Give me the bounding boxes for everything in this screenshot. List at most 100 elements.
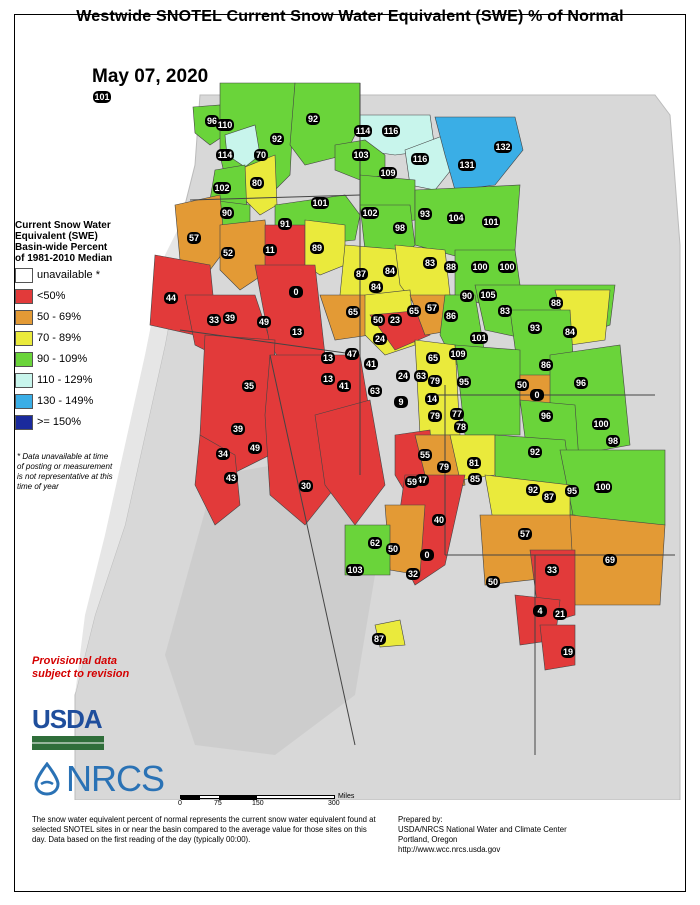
basin-value-badge	[428, 375, 442, 387]
basin-value-badge	[423, 257, 437, 269]
basin-value-badge	[354, 125, 372, 137]
basin-value-badge	[250, 177, 264, 189]
legend-label: unavailable *	[37, 269, 100, 281]
basin-value-label: 41	[337, 380, 351, 392]
state-borders	[179, 83, 675, 755]
basin-value-text: 88	[446, 262, 456, 272]
basin-value-text: 41	[339, 381, 349, 391]
legend-item-150-plus: >= 150%	[15, 412, 135, 432]
basin-value-text: 55	[420, 450, 430, 460]
basin-nm-south	[539, 624, 576, 671]
scale-segment	[219, 796, 257, 800]
basin-value-label: 24	[396, 370, 410, 382]
basin-value-text: 65	[409, 306, 419, 316]
basin-value-label: 92	[528, 446, 542, 458]
basin-value-label: 47	[345, 348, 359, 360]
basin-value-label: 101	[482, 216, 500, 228]
basin-value-label: 96	[539, 410, 553, 422]
legend-swatch	[15, 330, 33, 346]
basin-value-label: 30	[299, 480, 313, 492]
usda-logo-text: USDA	[32, 704, 103, 734]
basin-value-label: 13	[321, 352, 335, 364]
basin-value-text: 100	[472, 262, 487, 272]
basin-value-badge	[494, 141, 512, 153]
basin-value-label: 88	[444, 261, 458, 273]
basin-value-badge	[289, 286, 303, 298]
basin-co-arkansas	[569, 514, 666, 606]
legend-label: 70 - 89%	[37, 332, 82, 344]
basin-value-text: 84	[385, 266, 395, 276]
basin-value-text: 44	[166, 293, 176, 303]
basin-value-badge	[458, 159, 476, 171]
basin-value-text: 13	[292, 327, 302, 337]
basin-value-label: 131	[458, 159, 476, 171]
basin-value-label: 0	[530, 389, 544, 401]
basin-value-label: 80	[250, 177, 264, 189]
basin-value-badge	[486, 576, 500, 588]
basin-value-text: 104	[448, 213, 463, 223]
basin-value-label: 21	[553, 608, 567, 620]
basin-value-label: 57	[187, 232, 201, 244]
basin-value-label: 78	[454, 421, 468, 433]
usda-logo-bar	[32, 736, 104, 750]
basin-value-badge	[406, 568, 420, 580]
basin-value-text: 131	[459, 160, 474, 170]
basin-value-label: 100	[594, 481, 612, 493]
basin-value-label: 87	[354, 268, 368, 280]
legend-title-line-4: of 1981-2010 Median	[15, 253, 113, 264]
basin-value-badge	[470, 332, 488, 344]
basin-value-text: 92	[272, 134, 282, 144]
legend-label: 110 - 129%	[37, 374, 93, 386]
scale-track	[180, 795, 335, 800]
basin-value-text: 102	[362, 208, 377, 218]
basin-value-badge	[364, 358, 378, 370]
basin-value-label: 79	[428, 410, 442, 422]
basin-value-badge	[563, 326, 577, 338]
basin-value-text: 83	[500, 306, 510, 316]
basin-value-label: 43	[224, 472, 238, 484]
basin-value-text: 116	[384, 126, 399, 136]
prepared-by-line-2: USDA/NRCS National Water and Climate Cen…	[398, 825, 567, 834]
basin-value-label: 101	[470, 332, 488, 344]
basin-value-badge	[526, 484, 540, 496]
basin-value-badge	[482, 216, 500, 228]
basin-value-label: 95	[565, 485, 579, 497]
legend-label: 50 - 69%	[37, 311, 82, 323]
basin-value-text: 101	[471, 333, 486, 343]
basin-value-label: 116	[382, 125, 400, 137]
basin-value-text: 92	[530, 447, 540, 457]
basin-value-text: 43	[226, 473, 236, 483]
basin-value-text: 98	[608, 436, 618, 446]
basin-value-text: 95	[567, 486, 577, 496]
basin-value-badge	[418, 208, 432, 220]
basin-value-label: 96	[574, 377, 588, 389]
basin-value-label: 65	[346, 306, 360, 318]
basin-value-text: 101	[94, 92, 109, 102]
basin-value-text: 59	[407, 477, 417, 487]
basin-value-badge	[606, 435, 620, 447]
basin-value-badge	[93, 91, 111, 103]
basin-value-text: 13	[323, 353, 333, 363]
basin-value-text: 103	[347, 565, 362, 575]
basin-value-text: 57	[427, 303, 437, 313]
basin-value-text: 100	[593, 419, 608, 429]
basin-value-label: 93	[528, 322, 542, 334]
basin-value-label: 41	[364, 358, 378, 370]
basin-value-text: 70	[256, 150, 266, 160]
basin-value-badge	[361, 207, 379, 219]
basin-value-label: 114	[216, 149, 234, 161]
legend-label: <50%	[37, 290, 66, 302]
basin-value-text: 87	[374, 634, 384, 644]
basin-value-badge	[345, 348, 359, 360]
basin-value-text: 80	[252, 178, 262, 188]
basin-value-badge	[407, 305, 421, 317]
basin-value-text: 86	[446, 311, 456, 321]
basin-value-text: 98	[395, 223, 405, 233]
legend-items: unavailable * <50% 50 - 69% 70 - 89% 90 …	[15, 265, 135, 432]
basin-value-label: 101	[93, 91, 111, 103]
basin-value-text: 100	[595, 482, 610, 492]
basin-value-text: 105	[480, 290, 495, 300]
basin-value-text: 95	[459, 377, 469, 387]
basin-value-badge	[539, 410, 553, 422]
basin-value-badge	[270, 133, 284, 145]
